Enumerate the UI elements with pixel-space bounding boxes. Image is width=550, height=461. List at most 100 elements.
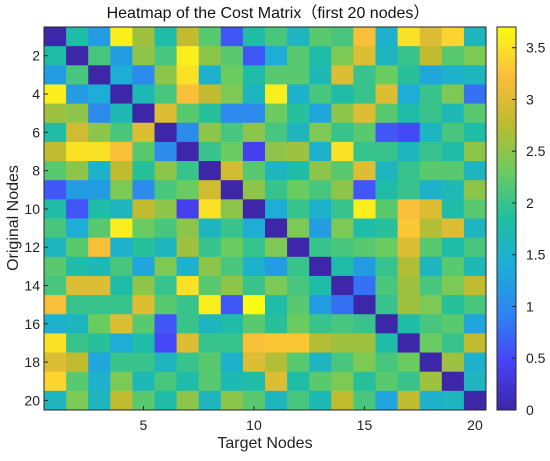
y-tick-label: 20 [24, 392, 40, 408]
heatmap-cell [375, 27, 399, 47]
heatmap-cell [331, 352, 354, 373]
heatmap-cell [397, 237, 421, 258]
heatmap-cell [176, 237, 200, 258]
heatmap-cell [66, 256, 89, 277]
heatmap-cell [375, 352, 399, 373]
heatmap-cell [265, 161, 288, 181]
heatmap-cell [265, 314, 288, 334]
heatmap-cell [375, 180, 399, 200]
heatmap-cell [44, 180, 67, 200]
heatmap-cell [88, 237, 111, 258]
heatmap-cell [419, 371, 443, 392]
heatmap-cell [198, 218, 222, 239]
x-axis-ticks: 5 10 15 20 [140, 406, 483, 433]
heatmap-cell [331, 103, 354, 124]
heatmap-cell [176, 161, 200, 181]
heatmap-cell [463, 27, 487, 47]
heatmap-cell [265, 141, 288, 162]
heatmap-cell [88, 180, 111, 200]
heatmap-cell [463, 218, 487, 239]
heatmap-cell [397, 180, 421, 200]
heatmap-cell [66, 199, 89, 219]
colorbar-tick-label: 2.5 [526, 143, 546, 159]
heatmap-cell [44, 295, 67, 315]
heatmap-cell [463, 390, 487, 411]
heatmap-cell [331, 84, 354, 105]
heatmap-cell [441, 65, 465, 85]
heatmap-cell [198, 314, 222, 334]
colorbar-ticks: 0 0.5 1 1.5 2 2.5 3 3.5 [512, 40, 546, 418]
heatmap-cell [287, 371, 310, 392]
heatmap-cell [220, 256, 244, 277]
heatmap-cell [242, 103, 266, 124]
heatmap-cell [287, 180, 310, 200]
heatmap-cell [220, 295, 244, 315]
heatmap-cell [265, 237, 288, 258]
heatmap-cell [441, 256, 465, 277]
heatmap-cell [287, 352, 310, 373]
heatmap-cell [265, 352, 288, 373]
heatmap-cell [287, 333, 310, 354]
heatmap-cell [88, 199, 111, 219]
heatmap-cell [309, 46, 332, 66]
heatmap-cell [331, 141, 354, 162]
colorbar-gradient [496, 26, 517, 411]
heatmap-cell [287, 46, 310, 66]
heatmap-cell [198, 333, 222, 354]
heatmap-cell [375, 84, 399, 105]
heatmap-cell [331, 218, 354, 239]
heatmap-cell [463, 352, 487, 373]
heatmap-cell [287, 390, 310, 411]
heatmap-cell [154, 141, 178, 162]
heatmap-cell [353, 333, 376, 354]
heatmap-cell [441, 314, 465, 334]
heatmap-cell [88, 84, 111, 105]
heatmap-cell [309, 295, 332, 315]
heatmap-cell [441, 218, 465, 239]
heatmap-cell [375, 218, 399, 239]
heatmap-cell [375, 390, 399, 411]
heatmap-cell [463, 46, 487, 66]
heatmap-cell [441, 103, 465, 124]
heatmap-cell [463, 103, 487, 124]
heatmap-cell [132, 103, 155, 124]
heatmap-cell [110, 333, 133, 354]
heatmap-cell [176, 46, 200, 66]
heatmap-cell [154, 237, 178, 258]
heatmap-cell [110, 218, 133, 239]
heatmap-cell [397, 199, 421, 219]
heatmap-cell [441, 46, 465, 66]
heatmap-cell [353, 218, 376, 239]
heatmap-cell [198, 84, 222, 105]
heatmap-cell [309, 333, 332, 354]
heatmap-cell [309, 141, 332, 162]
heatmap-cell [287, 161, 310, 181]
heatmap-cell [110, 84, 133, 105]
heatmap-cell [44, 218, 67, 239]
heatmap-cell [132, 352, 155, 373]
y-tick-label: 18 [24, 354, 40, 370]
heatmap-cell [287, 275, 310, 296]
heatmap-cell [441, 333, 465, 354]
heatmap-cell [441, 237, 465, 258]
heatmap-cell [441, 161, 465, 181]
heatmap-cell [419, 333, 443, 354]
heatmap-cell [220, 180, 244, 200]
heatmap-cell [397, 371, 421, 392]
heatmap-cell [463, 371, 487, 392]
heatmap-cell [66, 237, 89, 258]
heatmap-cell [198, 141, 222, 162]
heatmap-cell [265, 84, 288, 105]
y-tick-label: 16 [24, 316, 40, 332]
heatmap-cell [397, 333, 421, 354]
heatmap-cell [397, 46, 421, 66]
heatmap-cell [463, 314, 487, 334]
heatmap-cell [198, 199, 222, 219]
heatmap-cell [331, 65, 354, 85]
heatmap-cell [331, 180, 354, 200]
heatmap-cell [353, 295, 376, 315]
heatmap-cell [242, 333, 266, 354]
heatmap-cell [419, 256, 443, 277]
heatmap-cell [397, 256, 421, 277]
heatmap-cell [331, 275, 354, 296]
